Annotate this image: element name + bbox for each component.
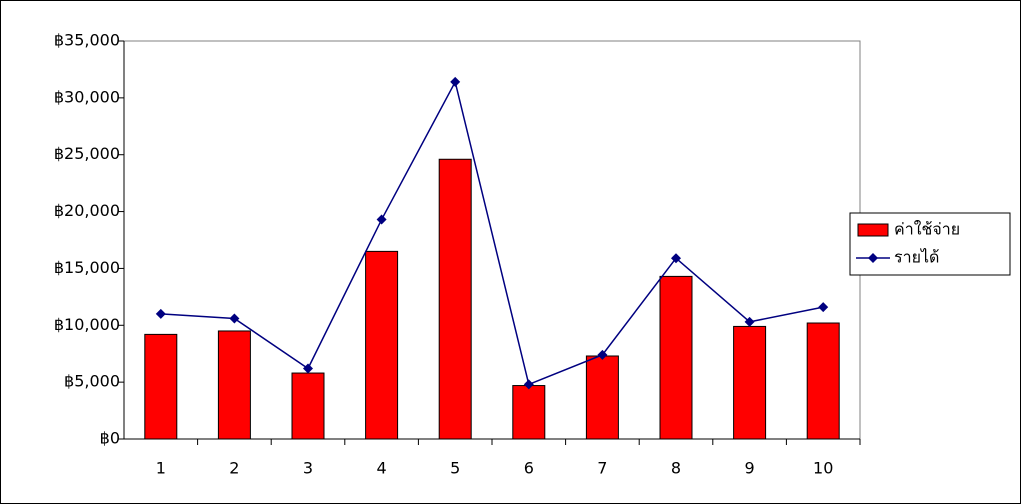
x-tick-label: 3 bbox=[303, 459, 313, 478]
bar bbox=[806, 322, 840, 440]
line-marker bbox=[155, 308, 166, 319]
x-tick-label: 8 bbox=[671, 459, 681, 478]
y-tick-label: ฿30,000 bbox=[54, 87, 120, 106]
line bbox=[160, 79, 824, 386]
line-marker bbox=[229, 313, 240, 324]
bar bbox=[217, 330, 251, 440]
y-tick-label: ฿10,000 bbox=[54, 315, 120, 334]
legend-box bbox=[849, 212, 1011, 276]
x-tick-label: 2 bbox=[229, 459, 239, 478]
y-tick-label: ฿5,000 bbox=[64, 372, 120, 391]
y-tick-label: ฿35,000 bbox=[54, 31, 120, 50]
legend-swatch bbox=[857, 223, 889, 237]
bar bbox=[291, 372, 325, 440]
x-tick-label: 1 bbox=[156, 459, 166, 478]
line-marker bbox=[597, 349, 608, 360]
x-tick-label: 9 bbox=[745, 459, 755, 478]
bar bbox=[659, 275, 693, 440]
bar bbox=[438, 158, 472, 440]
x-tick-label: 4 bbox=[377, 459, 387, 478]
y-tick-label: ฿20,000 bbox=[54, 201, 120, 220]
y-tick-label: ฿25,000 bbox=[54, 144, 120, 163]
bar bbox=[144, 333, 178, 440]
legend-label: รายได้ bbox=[894, 248, 939, 267]
bar bbox=[733, 325, 767, 440]
y-tick-label: ฿0 bbox=[100, 429, 120, 448]
x-tick-label: 6 bbox=[524, 459, 534, 478]
line-marker bbox=[744, 316, 755, 327]
line-marker bbox=[450, 76, 461, 87]
line-marker bbox=[303, 363, 313, 374]
bar bbox=[512, 385, 546, 440]
bar bbox=[585, 355, 619, 440]
x-tick-label: 7 bbox=[597, 459, 607, 478]
bar bbox=[365, 250, 399, 440]
legend-label: ค่าใช้จ่าย bbox=[894, 220, 960, 239]
legend-marker bbox=[868, 253, 878, 263]
line-marker bbox=[523, 379, 534, 390]
line-marker bbox=[376, 214, 387, 225]
y-tick-label: ฿15,000 bbox=[54, 258, 120, 277]
x-tick-label: 10 bbox=[813, 459, 833, 478]
x-tick-label: 5 bbox=[450, 459, 460, 478]
line-marker bbox=[671, 253, 681, 264]
line-marker bbox=[818, 302, 829, 313]
